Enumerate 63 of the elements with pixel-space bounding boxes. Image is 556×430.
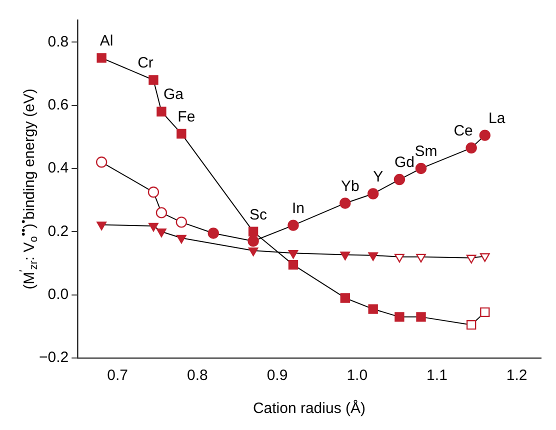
point [176,216,188,228]
point [176,128,186,139]
point [148,222,158,232]
x-tick-label: 0.8 [186,367,208,384]
point [156,228,166,238]
annotation: Y [373,168,384,186]
annotation: Gd [394,154,414,172]
annotation: Yb [340,178,360,195]
x-tick-label: 1.0 [346,367,368,384]
annotation: Ce [454,122,473,140]
annotation: Sm [414,143,438,160]
annotation: Sc [250,206,268,224]
point [156,106,166,116]
annotation: Fe [178,108,196,126]
annotation: In [292,200,304,217]
point [248,226,258,236]
point [340,293,350,303]
point [340,252,350,260]
annotation: Ga [163,86,184,104]
point [368,252,378,261]
point [156,207,168,218]
point [248,236,259,247]
point [415,162,427,174]
point [176,234,186,244]
y-tick-label: 0.0 [48,286,69,303]
y-tick-label: 0.6 [48,96,69,114]
point [96,222,106,230]
point [368,304,378,314]
annotation: La [488,110,506,127]
point [367,188,379,200]
point [480,253,490,262]
annotation: Cr [138,54,154,72]
point [248,248,258,256]
point [148,75,158,85]
point [416,254,426,263]
point [288,220,299,231]
point [208,228,219,239]
y-tick-label: 0.8 [48,33,69,50]
point [394,174,406,186]
point [466,254,476,264]
annotation: Al [100,32,114,50]
x-tick-label: 1.1 [426,367,448,384]
point [340,198,351,209]
x-tick-label: 0.7 [107,367,128,384]
point [96,53,106,63]
point [394,312,404,322]
point [466,320,476,330]
text: (M′zr: Vo••)•binding energy (eV) [18,88,40,290]
x-axis-title: Cation radius (Å) [252,399,366,418]
point [479,130,490,141]
point [148,186,160,198]
y-tick-label: 0.4 [48,160,69,177]
point [288,250,298,259]
point [480,307,490,318]
point [96,156,108,168]
point [416,312,426,322]
y-tick-label: −0.2 [38,349,69,366]
point [394,254,404,263]
x-tick-label: 0.9 [266,367,288,384]
point [466,142,477,154]
y-tick-label: 0.2 [48,222,69,240]
point [288,260,298,270]
x-tick-label: 1.2 [506,367,528,384]
